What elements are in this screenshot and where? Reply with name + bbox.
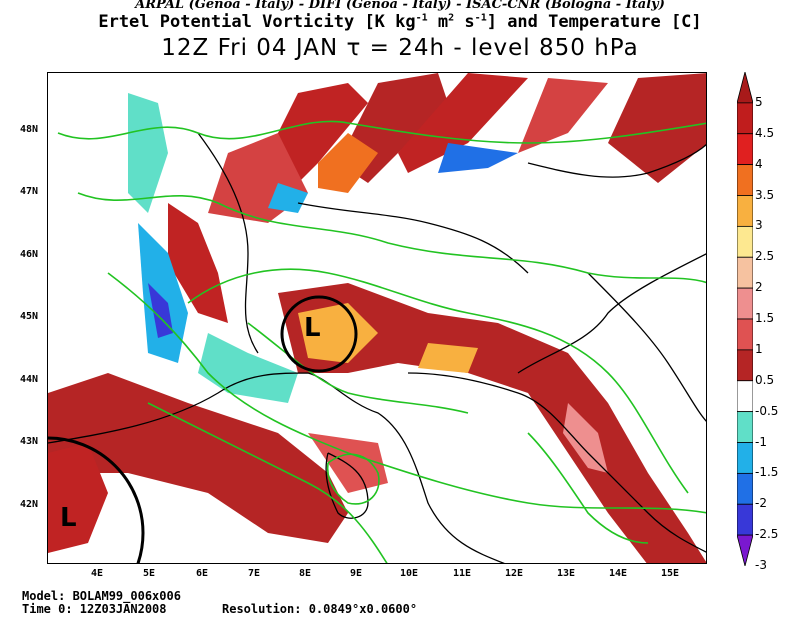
pv-band <box>278 283 706 563</box>
colorbar-label: 1 <box>755 341 763 356</box>
colorbar-label: -2 <box>755 496 767 511</box>
colorbar-label: -1 <box>755 434 767 449</box>
colorbar-cell <box>737 534 753 566</box>
pv-negative <box>128 93 168 213</box>
lon-label: 6E <box>196 568 209 579</box>
lon-label: 10E <box>400 568 419 579</box>
lon-label: 11E <box>453 568 472 579</box>
temperature-contours <box>57 120 706 563</box>
colorbar-cell <box>737 380 753 413</box>
pv-band <box>563 403 608 473</box>
pv-streak <box>608 73 706 183</box>
border <box>297 202 529 274</box>
pv-band <box>418 343 478 373</box>
colorbar-label: 1.5 <box>755 311 775 325</box>
colorbar-label: 3 <box>755 218 763 233</box>
colorbar-cell <box>737 349 753 382</box>
colorbar-label: -2.5 <box>755 527 779 542</box>
lon-label: 14E <box>609 568 628 579</box>
lon-label: 8E <box>299 568 312 579</box>
pv-streak <box>518 78 608 153</box>
colorbar-label: 2 <box>755 280 763 295</box>
pv-sea <box>48 443 108 553</box>
coastline <box>517 253 706 374</box>
pv-negative <box>438 143 518 173</box>
pv-negative <box>268 183 308 213</box>
lat-label: 44N <box>20 374 39 385</box>
lon-label: 4E <box>91 568 104 579</box>
colorbar-label: 4.5 <box>755 125 775 140</box>
colorbar-label: -1.5 <box>755 465 779 480</box>
colorbar-cell <box>737 411 753 443</box>
pv-negative <box>138 223 188 363</box>
lat-label: 43N <box>20 436 39 447</box>
isotherm <box>57 120 706 144</box>
coastline <box>325 452 369 519</box>
colorbar-cell <box>737 503 753 536</box>
colorbar-label: -3 <box>755 558 767 572</box>
lat-label: 46N <box>20 249 39 260</box>
colorbar <box>737 72 753 566</box>
colorbar-label: -0.5 <box>755 403 779 418</box>
colorbar-cell <box>737 472 753 505</box>
colorbar-label: 4 <box>755 156 763 171</box>
resolution-info: Resolution: 0.0849°x0.0600° <box>222 602 418 616</box>
isotherm <box>147 402 388 563</box>
colorbar-cell <box>737 442 753 474</box>
lat-label: 45N <box>20 311 39 322</box>
colorbar-cell <box>737 318 753 351</box>
pv-negative <box>198 333 298 403</box>
isotherm <box>187 268 689 494</box>
colorbar-label: 5 <box>755 94 763 109</box>
lat-label: 48N <box>20 124 39 135</box>
lon-label: 7E <box>248 568 261 579</box>
isotherm <box>77 192 706 284</box>
isotherm <box>326 453 380 505</box>
isotherm <box>527 432 649 544</box>
chart-subtitle: 12Z Fri 04 JAN τ = 24h - level 850 hPa <box>161 35 639 61</box>
pv-streak <box>168 203 228 323</box>
colorbar-cell <box>737 287 753 320</box>
pv-streak <box>318 133 378 193</box>
pv-sea <box>48 373 348 543</box>
colorbar-cell <box>737 256 753 289</box>
data-sources-line: ARPAL (Genoa - Italy) - DIFI (Genoa - It… <box>135 0 665 12</box>
map-panel: L L <box>47 72 707 564</box>
pv-streak <box>398 73 528 173</box>
isotherm <box>247 322 469 414</box>
lon-label: 13E <box>557 568 576 579</box>
low-pressure-marker: L <box>60 503 77 533</box>
pv-band <box>298 303 378 363</box>
colorbar-cell <box>737 133 753 166</box>
lon-label: 9E <box>350 568 363 579</box>
lat-label: 47N <box>20 186 39 197</box>
lat-label: 42N <box>20 499 39 510</box>
low-circle <box>280 295 358 373</box>
lon-label: 12E <box>505 568 524 579</box>
low-pressure-marker: L <box>304 313 321 343</box>
coastlines <box>48 132 706 563</box>
border <box>527 143 706 178</box>
colorbar-cell <box>737 225 753 258</box>
border <box>197 132 259 354</box>
low-circle <box>48 436 145 563</box>
colorbar-cell <box>737 72 753 104</box>
pv-shading <box>48 73 706 563</box>
colorbar-cell <box>737 195 753 227</box>
coastline <box>407 372 706 553</box>
map-canvas <box>48 73 706 563</box>
colorbar-cell <box>737 102 753 135</box>
colorbar-label: 3.5 <box>755 187 775 202</box>
colorbar-cell <box>737 164 753 196</box>
pv-sea <box>308 433 388 493</box>
time-info: Time 0: 12Z03JAN2008 <box>22 602 167 616</box>
colorbar-label: 2.5 <box>755 249 775 264</box>
colorbar-label: 0.5 <box>755 372 775 387</box>
border <box>587 272 706 422</box>
lon-label: 5E <box>143 568 156 579</box>
chart-title: Ertel Potential Vorticity [K kg-1 m2 s-1… <box>98 12 702 32</box>
lon-label: 15E <box>661 568 680 579</box>
model-info: Model: BOLAM99_006x006 <box>22 589 181 603</box>
